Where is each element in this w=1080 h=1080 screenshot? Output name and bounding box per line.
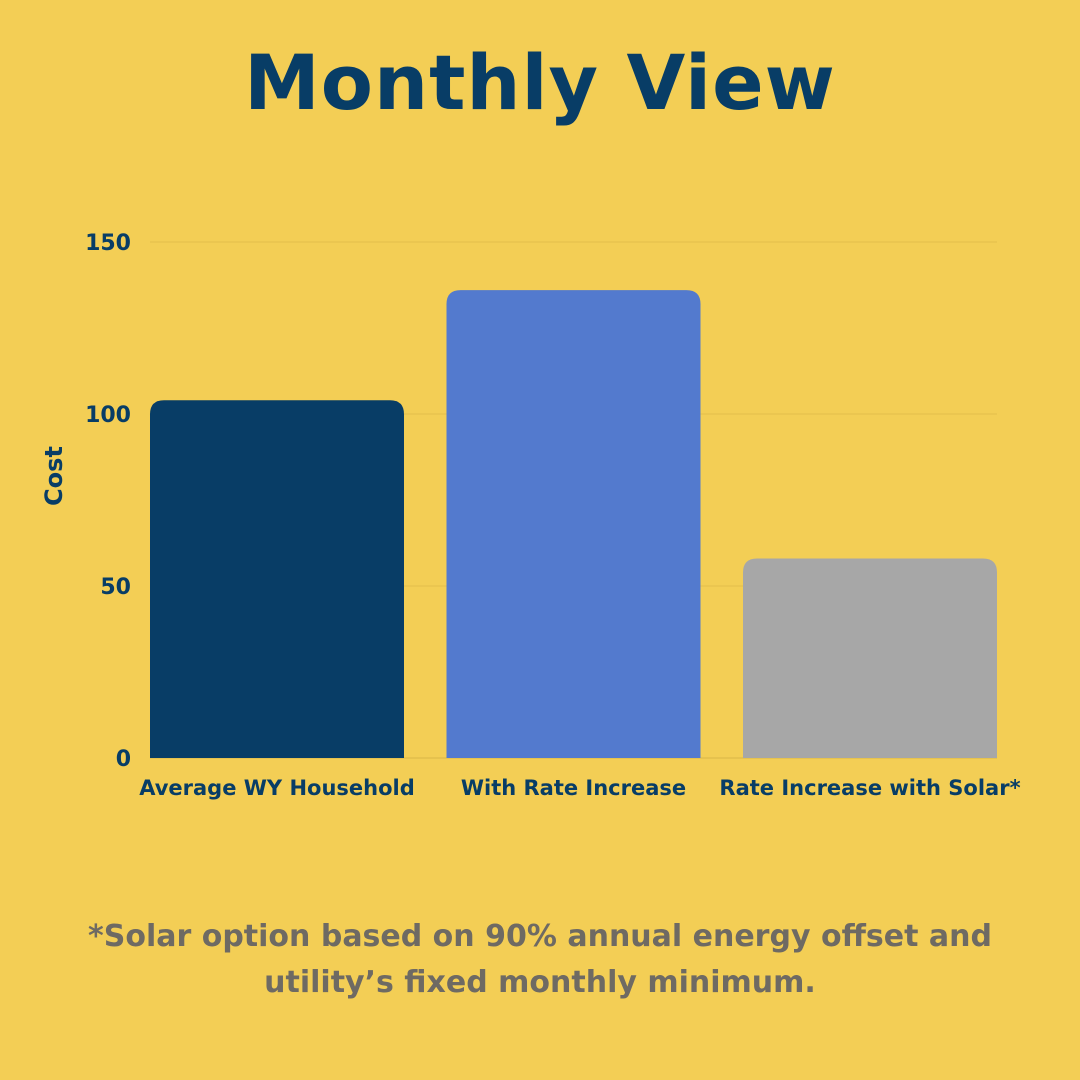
chart-title: Monthly View (244, 38, 836, 127)
y-tick-label: 150 (85, 231, 131, 256)
bar-1 (150, 400, 404, 758)
category-label: Rate Increase with Solar* (719, 776, 1020, 800)
footnote-line-2: utility’s fixed monthly minimum. (264, 965, 816, 1000)
footnote-line-1: *Solar option based on 90% annual energy… (88, 919, 992, 954)
bars (150, 290, 997, 758)
x-categories: Average WY Household With Rate Increase Ra… (139, 776, 1020, 800)
category-label: With Rate Increase (461, 776, 686, 800)
y-tick-label: 100 (85, 403, 131, 428)
footnote: *Solar option based on 90% annual energy… (60, 914, 1020, 1006)
y-tick-label: 50 (100, 575, 131, 600)
y-axis-label: Cost (40, 446, 68, 506)
bar-3 (743, 558, 997, 758)
category-label: Average WY Household (139, 776, 415, 800)
y-ticks: 0 50 100 150 (85, 231, 131, 772)
y-tick-label: 0 (116, 747, 131, 772)
bar-2 (446, 290, 701, 758)
